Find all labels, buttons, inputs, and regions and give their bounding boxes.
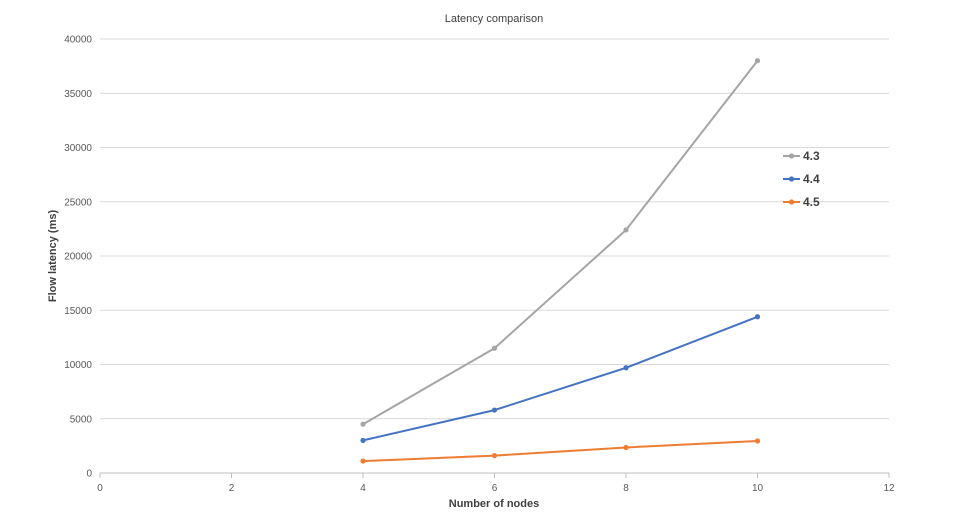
series-4-4 <box>360 314 761 444</box>
y-tick-label: 5000 <box>70 414 93 425</box>
legend: 4.3 4.4 4.5 <box>783 149 820 209</box>
data-point <box>360 458 366 464</box>
series-line <box>362 315 758 442</box>
y-tick-label: 15000 <box>64 306 92 317</box>
data-point <box>623 365 629 371</box>
x-tick-label: 12 <box>883 483 895 494</box>
data-point <box>491 345 498 351</box>
y-tick-label: 25000 <box>64 197 92 208</box>
series-group <box>360 58 761 464</box>
data-point <box>491 453 498 459</box>
y-tick-label: 0 <box>86 469 92 480</box>
series-line <box>362 60 759 426</box>
legend-label: 4.4 <box>803 172 820 186</box>
x-tick-label: 6 <box>492 483 498 494</box>
legend-marker <box>788 153 795 159</box>
x-tick-label: 10 <box>752 483 764 494</box>
series-line <box>362 440 758 463</box>
y-axis-title: Flow latency (ms) <box>47 210 59 303</box>
series-4-5 <box>360 438 761 464</box>
legend-marker <box>788 176 795 182</box>
legend-label: 4.3 <box>803 149 820 163</box>
legend-marker <box>788 199 795 205</box>
legend-item: 4.4 <box>783 172 820 186</box>
data-point <box>754 314 761 320</box>
y-tick-label: 20000 <box>64 252 92 263</box>
x-tick-label: 2 <box>229 483 235 494</box>
y-tick-label: 10000 <box>64 360 92 371</box>
legend-item: 4.5 <box>783 195 820 209</box>
data-point <box>623 444 629 451</box>
x-axis-title: Number of nodes <box>449 498 539 510</box>
data-point <box>754 438 761 444</box>
data-point <box>623 227 629 233</box>
chart-title: Latency comparison <box>445 13 543 25</box>
legend-label: 4.5 <box>803 195 820 209</box>
data-point <box>491 407 498 413</box>
x-tick-label: 8 <box>623 483 629 494</box>
y-tick-label: 40000 <box>64 35 92 46</box>
y-tick-label: 30000 <box>64 143 92 154</box>
data-point <box>360 437 366 444</box>
y-tick-label: 35000 <box>64 89 92 100</box>
data-point <box>754 58 761 64</box>
series-4-3 <box>360 58 761 427</box>
gridlines <box>100 38 889 420</box>
legend-item: 4.3 <box>783 149 820 163</box>
x-tick-label: 0 <box>97 483 103 494</box>
x-tick-label: 4 <box>360 483 366 494</box>
data-point <box>360 421 366 427</box>
axes: 0 5000 10000 15000 20000 25000 30000 35000 40000… <box>64 35 895 495</box>
